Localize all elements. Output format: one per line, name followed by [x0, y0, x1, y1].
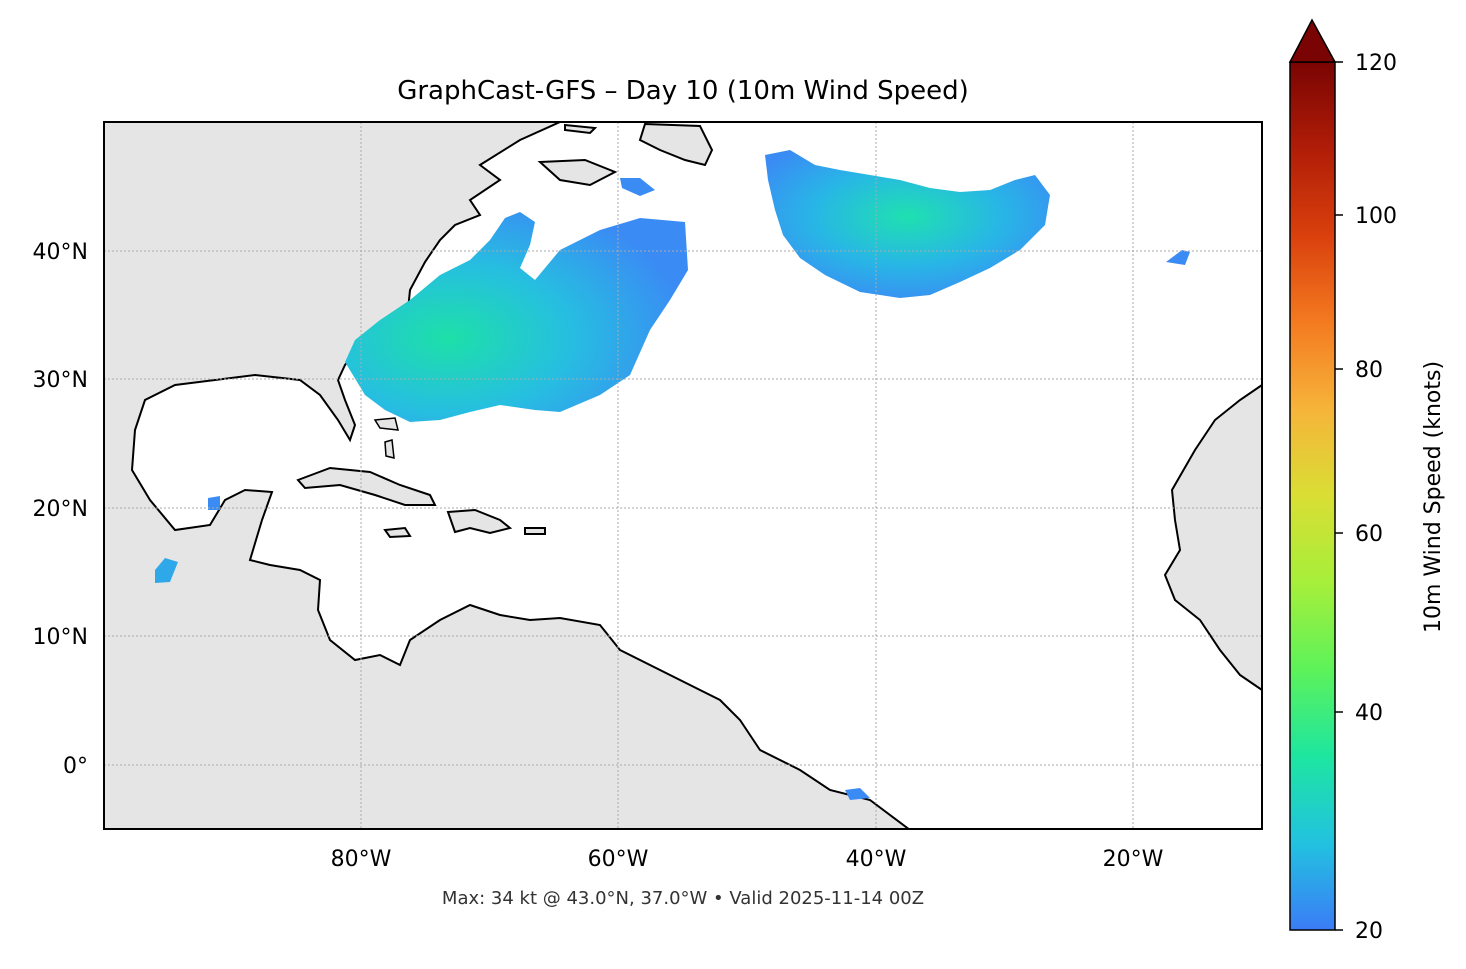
jamaica [383, 526, 412, 539]
map-frame [103, 121, 1263, 830]
wind-speck-brazil [845, 788, 870, 800]
colorbar: 120 100 80 60 40 20 10m Wind Speed (knot… [1288, 18, 1446, 944]
wind-speck-pacific [155, 558, 178, 583]
bahamas [373, 417, 399, 459]
cuba [296, 466, 437, 506]
wind-speck-yucatan [208, 496, 220, 510]
x-tick-labels: 80°W 60°W 40°W 20°W [331, 847, 1164, 872]
colorbar-tick-label: 40 [1355, 701, 1383, 726]
puerto-rico [524, 527, 546, 535]
x-tick-label: 40°W [846, 847, 907, 872]
y-tick-label: 40°N [33, 240, 88, 265]
colorbar-tick-label: 100 [1355, 204, 1397, 229]
y-tick-label: 20°N [33, 497, 88, 522]
africa-landmass [1163, 383, 1262, 692]
colorbar-gradient [1289, 61, 1336, 931]
wind-field-west-atlantic [345, 212, 688, 422]
wind-speck-gulf-maine [620, 178, 655, 196]
colorbar-tick-label: 120 [1355, 51, 1397, 76]
x-tick-label: 60°W [588, 847, 649, 872]
newfoundland [638, 122, 714, 167]
colorbar-extend-arrow [1288, 18, 1337, 63]
wind-field-central-atlantic [765, 150, 1050, 298]
colorbar-tick-label: 80 [1355, 358, 1383, 383]
footer-info: Max: 34 kt @ 43.0°N, 37.0°W • Valid 2025… [442, 888, 924, 909]
gridlines [104, 122, 1262, 829]
colorbar-tick-label: 60 [1355, 522, 1383, 547]
y-tick-label: 0° [63, 754, 88, 779]
nova-scotia [537, 158, 618, 187]
colorbar-label: 10m Wind Speed (knots) [1421, 361, 1446, 633]
y-tick-label: 10°N [33, 625, 88, 650]
hispaniola [446, 508, 513, 535]
x-tick-label: 80°W [331, 847, 392, 872]
wind-speck-east [1166, 250, 1190, 265]
y-tick-labels: 40°N 30°N 20°N 10°N 0° [33, 240, 88, 779]
x-tick-label: 20°W [1103, 847, 1164, 872]
north-america-landmass [104, 122, 911, 829]
colorbar-tick-label: 20 [1355, 919, 1383, 944]
map-area [104, 122, 1262, 829]
y-tick-label: 30°N [33, 368, 88, 393]
anticosti [564, 123, 598, 135]
map-title: GraphCast-GFS – Day 10 (10m Wind Speed) [397, 76, 969, 106]
